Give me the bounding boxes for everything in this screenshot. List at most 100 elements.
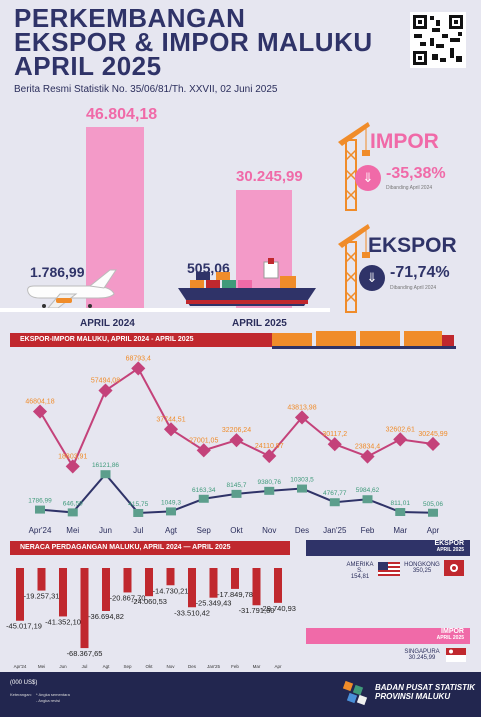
balance-data-label: -31.791,60: [239, 606, 275, 615]
ekspor-point: [100, 470, 111, 479]
x-tick-label: Feb: [361, 526, 375, 535]
country-value-2: 350,25: [412, 568, 432, 574]
export-value-apr2024: 1.786,99: [30, 264, 85, 280]
ekspor-data-label: 8145,7: [227, 482, 247, 489]
impor-data-label: 57494,08: [91, 378, 120, 385]
export-dest-banner-sub: APRIL 2025: [436, 547, 464, 553]
x-tick-label: Okt: [230, 526, 243, 535]
balance-data-label: -17.849,78: [217, 590, 253, 599]
balance-x-tick: Agt: [103, 664, 111, 669]
ekspor-data-label: 6163,34: [192, 487, 216, 494]
x-tick-label: Apr: [427, 526, 440, 535]
balance-bar: [102, 568, 110, 611]
ekspor-point: [166, 507, 176, 516]
page-title: PERKEMBANGAN EKSPOR & IMPOR MALUKU APRIL…: [14, 5, 373, 79]
balance-bar: [59, 568, 67, 617]
impor-data-label: 32206,24: [222, 427, 251, 434]
ekspor-note: Dibanding April 2024: [390, 285, 437, 291]
keterangan-2: - Angka revisi: [36, 698, 61, 703]
balance-x-tick: Nov: [166, 664, 175, 669]
balance-bar: [231, 568, 239, 589]
impor-point: [32, 404, 48, 419]
impor-change: -35,38%: [386, 165, 446, 182]
impor-data-label: 46804,18: [25, 399, 54, 406]
ekspor-data-label: 10303,5: [290, 477, 314, 484]
balance-x-tick: Jun: [59, 664, 67, 669]
balance-bar-chart: -45.017,19 Apr'24 -19.257,31 Mei -41.352,10 J…: [6, 568, 296, 669]
impor-data-label: 32602,61: [386, 426, 415, 433]
import-value-apr2024: 46.804,18: [86, 106, 158, 123]
x-tick-label: Nov: [262, 526, 276, 535]
balance-data-label: -45.017,19: [6, 622, 42, 631]
x-tick-label: Mar: [393, 526, 407, 535]
us-flag-icon: [378, 562, 400, 581]
balance-x-tick: Okt: [145, 664, 153, 669]
country-name: AMERIKA S.: [346, 562, 374, 574]
ekspor-point: [231, 489, 242, 498]
import-origin-item: SINGAPURA 30.245,99: [402, 649, 442, 661]
impor-point: [294, 410, 310, 425]
impor-point: [65, 459, 80, 474]
x-tick-label: Mei: [66, 526, 79, 535]
ekspor-data-label: 415,75: [128, 501, 148, 508]
keterangan-label: Keterangan:: [10, 692, 32, 697]
balance-x-tick: Des: [188, 664, 197, 669]
impor-data-label: 27001,05: [189, 437, 218, 444]
balance-data-label: -25.349,43: [196, 599, 232, 608]
ekspor-data-label: 646,59: [63, 500, 83, 507]
balance-bar: [37, 568, 46, 591]
truck-icon: [272, 326, 456, 357]
import-origin-banner: IMPOR APRIL 2025: [306, 628, 470, 644]
balance-data-label: -29.740,93: [260, 604, 296, 613]
impor-point: [360, 449, 375, 464]
balance-data-label: -20.867,70: [110, 593, 146, 602]
export-dest-item: AMERIKA S. 154,81: [344, 562, 376, 580]
x-tick-label: Agt: [165, 526, 178, 535]
balance-bar: [80, 568, 89, 649]
balance-x-tick: Mei: [38, 664, 45, 669]
cargo-ship-icon: [176, 256, 318, 317]
import-origin-banner-sub: APRIL 2025: [436, 635, 464, 641]
balance-x-tick: Sep: [123, 664, 132, 669]
balance-x-tick: Apr: [274, 664, 282, 669]
balance-data-label: -33.510,42: [174, 608, 210, 617]
page-subtitle: Berita Resmi Statistik No. 35/06/81/Th. …: [14, 84, 278, 95]
impor-point: [131, 361, 146, 376]
impor-data-label: 23834,4: [355, 444, 380, 451]
ekspor-point: [362, 495, 373, 504]
chevron-down-icon-2: ⇓: [359, 265, 385, 291]
import-value-apr2025: 30.245,99: [236, 168, 303, 185]
impor-note: Dibanding April 2024: [386, 185, 433, 191]
balance-bar: [166, 568, 175, 586]
country-value: 154,81: [350, 574, 370, 580]
x-tick-label: Jul: [133, 526, 143, 535]
airplane-icon: [20, 268, 120, 317]
ekspor-point: [264, 486, 275, 495]
impor-point: [163, 422, 179, 437]
balance-bar: [123, 568, 132, 593]
balance-section-banner: NERACA PERDAGANGAN MALUKU, APRIL 2024 — …: [10, 541, 290, 555]
impor-label: IMPOR: [370, 130, 439, 153]
country-name-2: HONGKONG: [404, 562, 440, 568]
ekspor-data-label: 505,06: [423, 501, 443, 508]
unit-label: (000 US$): [10, 680, 38, 686]
ekspor-label: EKSPOR: [368, 234, 457, 257]
balance-data-label: -14.730,21: [153, 586, 189, 595]
ekspor-data-label: 9380,76: [258, 479, 282, 486]
period-apr2025: APRIL 2025: [232, 318, 287, 329]
impor-point: [229, 433, 244, 448]
crane-icon-2: [336, 222, 370, 319]
hk-flag-icon: [444, 560, 464, 581]
ekspor-point: [297, 484, 307, 493]
impor-point: [425, 436, 441, 452]
line-chart: 46804,18 18803,91 57494,08 68793,4 37744,51 2…: [25, 355, 447, 535]
x-tick-label: Jan'25: [323, 526, 347, 535]
balance-x-tick: Jul: [82, 664, 88, 669]
ekspor-point: [428, 508, 438, 517]
impor-point: [196, 443, 211, 458]
qr-code-icon[interactable]: [410, 12, 466, 68]
footer: [0, 672, 481, 717]
balance-bar: [209, 568, 218, 598]
country-name-3: SINGAPURA: [404, 649, 440, 655]
ekspor-point: [198, 494, 209, 503]
